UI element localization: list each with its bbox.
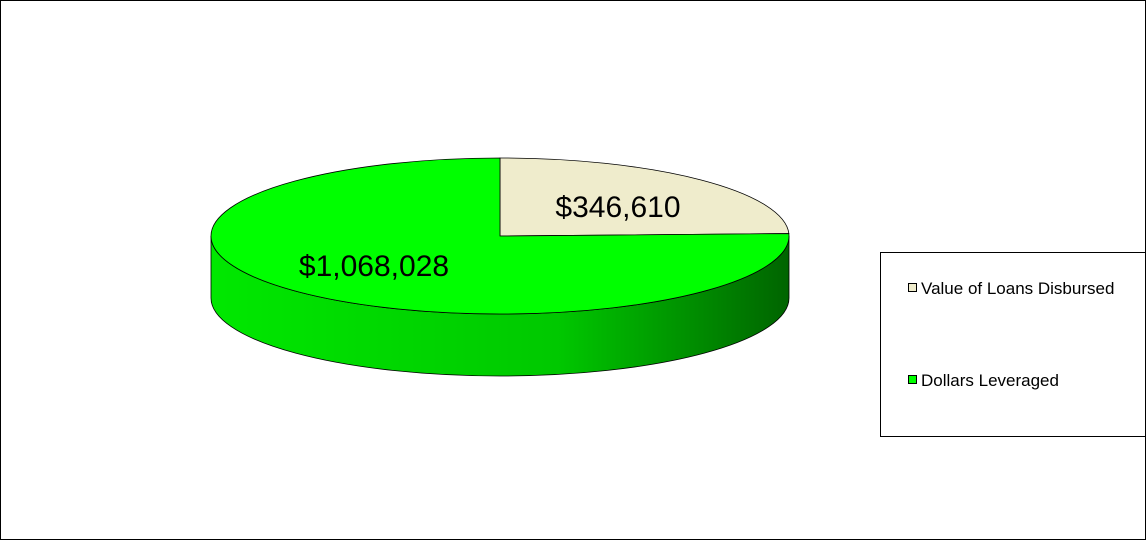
legend: Value of Loans Disbursed Dollars Leverag… (880, 252, 1146, 437)
legend-item-leveraged: Dollars Leveraged (908, 370, 1136, 391)
legend-swatch-loans (908, 283, 917, 292)
legend-swatch-leveraged (908, 375, 917, 384)
legend-item-loans: Value of Loans Disbursed (908, 278, 1136, 299)
legend-label-leveraged: Dollars Leveraged (921, 371, 1059, 390)
legend-label-loans: Value of Loans Disbursed (921, 279, 1115, 298)
slice-label-loans: $346,610 (555, 191, 680, 224)
slice-label-leveraged: $1,068,028 (299, 250, 449, 283)
pie-chart: $346,610 $1,068,028 (210, 157, 790, 377)
pie-slice-loans (499, 157, 790, 237)
pie-slice-leveraged (210, 157, 790, 315)
